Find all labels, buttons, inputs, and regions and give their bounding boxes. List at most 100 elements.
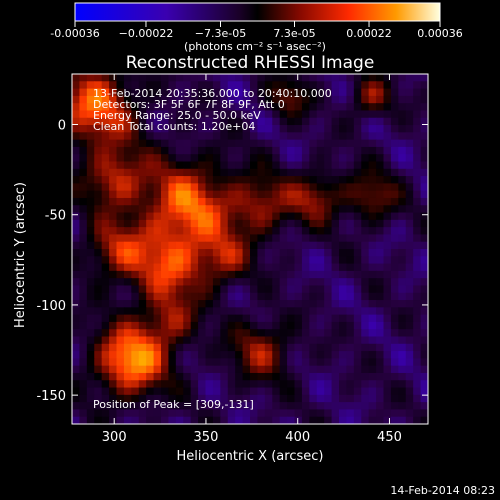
heatmap-cell [86, 380, 95, 389]
heatmap-cell [405, 110, 414, 119]
heatmap-cell [257, 387, 266, 396]
heatmap-cell [331, 270, 340, 279]
heatmap-cell [101, 154, 110, 163]
heatmap-cell [368, 168, 377, 177]
heatmap-cell [361, 300, 370, 308]
heatmap-cell [316, 125, 325, 133]
heatmap-cell [368, 117, 377, 126]
heatmap-cell [79, 358, 88, 367]
heatmap-cell [272, 95, 281, 104]
heatmap-cell [294, 329, 303, 338]
heatmap-cell [257, 285, 266, 294]
heatmap-cell [405, 212, 414, 221]
heatmap-cell [301, 307, 310, 316]
heatmap-cell [86, 365, 95, 374]
heatmap-cell [242, 132, 251, 141]
heatmap-cell [79, 132, 88, 141]
heatmap-cell [309, 88, 318, 97]
heatmap-cell [72, 402, 81, 411]
heatmap-cell [190, 292, 199, 301]
heatmap-cell [175, 285, 184, 294]
heatmap-cell [94, 110, 103, 119]
heatmap-cell [79, 394, 88, 403]
heatmap-cell [198, 307, 207, 316]
heatmap-cell [339, 154, 348, 163]
heatmap-cell [368, 205, 377, 214]
heatmap-cell [316, 256, 325, 265]
heatmap-cell [346, 110, 355, 119]
heatmap-cell [398, 146, 407, 155]
colorbar [74, 2, 441, 22]
heatmap-cell [250, 88, 259, 97]
heatmap-cell [383, 125, 392, 133]
heatmap-cell [227, 300, 236, 308]
heatmap-cell [183, 234, 192, 243]
heatmap-cell [198, 234, 207, 243]
heatmap-cell [324, 95, 333, 104]
heatmap-cell [138, 314, 147, 323]
heatmap-cell [161, 358, 170, 367]
heatmap-cell [361, 307, 370, 316]
heatmap-cell [294, 205, 303, 214]
heatmap-cell [235, 351, 244, 359]
heatmap-cell [287, 329, 296, 338]
heatmap-cell [324, 321, 333, 330]
heatmap-cell [138, 205, 147, 214]
heatmap-cell [153, 249, 162, 257]
heatmap-cell [242, 95, 251, 104]
heatmap-cell [146, 168, 155, 177]
heatmap-cell [94, 183, 103, 192]
heatmap-cell [383, 416, 392, 424]
heatmap-cell [212, 394, 221, 403]
heatmap-cell [405, 241, 414, 250]
heatmap-cell [86, 132, 95, 141]
heatmap-cell [368, 409, 377, 418]
heatmap-cell [205, 402, 214, 411]
heatmap-cell [324, 103, 333, 112]
heatmap-cell [131, 278, 140, 287]
heatmap-cell [227, 409, 236, 418]
heatmap-cell [227, 212, 236, 221]
heatmap-cell [353, 103, 362, 112]
heatmap-cell [361, 132, 370, 141]
heatmap-cell [94, 343, 103, 352]
heatmap-cell [175, 125, 184, 133]
heatmap-cell [190, 402, 199, 411]
heatmap-cell [339, 307, 348, 316]
heatmap-cell [368, 146, 377, 155]
heatmap-cell [398, 416, 407, 424]
heatmap-cell [183, 117, 192, 126]
heatmap-cell [257, 227, 266, 236]
heatmap-cell [346, 95, 355, 104]
heatmap-cell [72, 372, 81, 381]
heatmap-cell [264, 314, 273, 323]
heatmap-cell [94, 387, 103, 396]
heatmap-cell [242, 365, 251, 374]
heatmap-cell [279, 132, 288, 141]
heatmap-cell [405, 190, 414, 199]
heatmap-cell [168, 329, 177, 338]
heatmap-cell [264, 402, 273, 411]
heatmap-cell [123, 176, 132, 184]
heatmap-cell [242, 241, 251, 250]
heatmap-cell [161, 139, 170, 148]
heatmap-cell [242, 387, 251, 396]
heatmap-cell [183, 343, 192, 352]
heatmap-cell [301, 300, 310, 308]
heatmap-cell [220, 117, 229, 126]
heatmap-cell [398, 190, 407, 199]
heatmap-cell [309, 380, 318, 389]
heatmap-cell [287, 146, 296, 155]
heatmap-cell [390, 263, 399, 272]
heatmap-cell [227, 132, 236, 141]
heatmap-cell [205, 314, 214, 323]
heatmap-cell [361, 249, 370, 257]
heatmap-cell [146, 125, 155, 133]
heatmap-cell [153, 336, 162, 345]
heatmap-cell [272, 241, 281, 250]
heatmap-cell [168, 168, 177, 177]
heatmap-cell [138, 168, 147, 177]
heatmap-cell [168, 74, 177, 82]
heatmap-cell [383, 263, 392, 272]
heatmap-cell [235, 227, 244, 236]
